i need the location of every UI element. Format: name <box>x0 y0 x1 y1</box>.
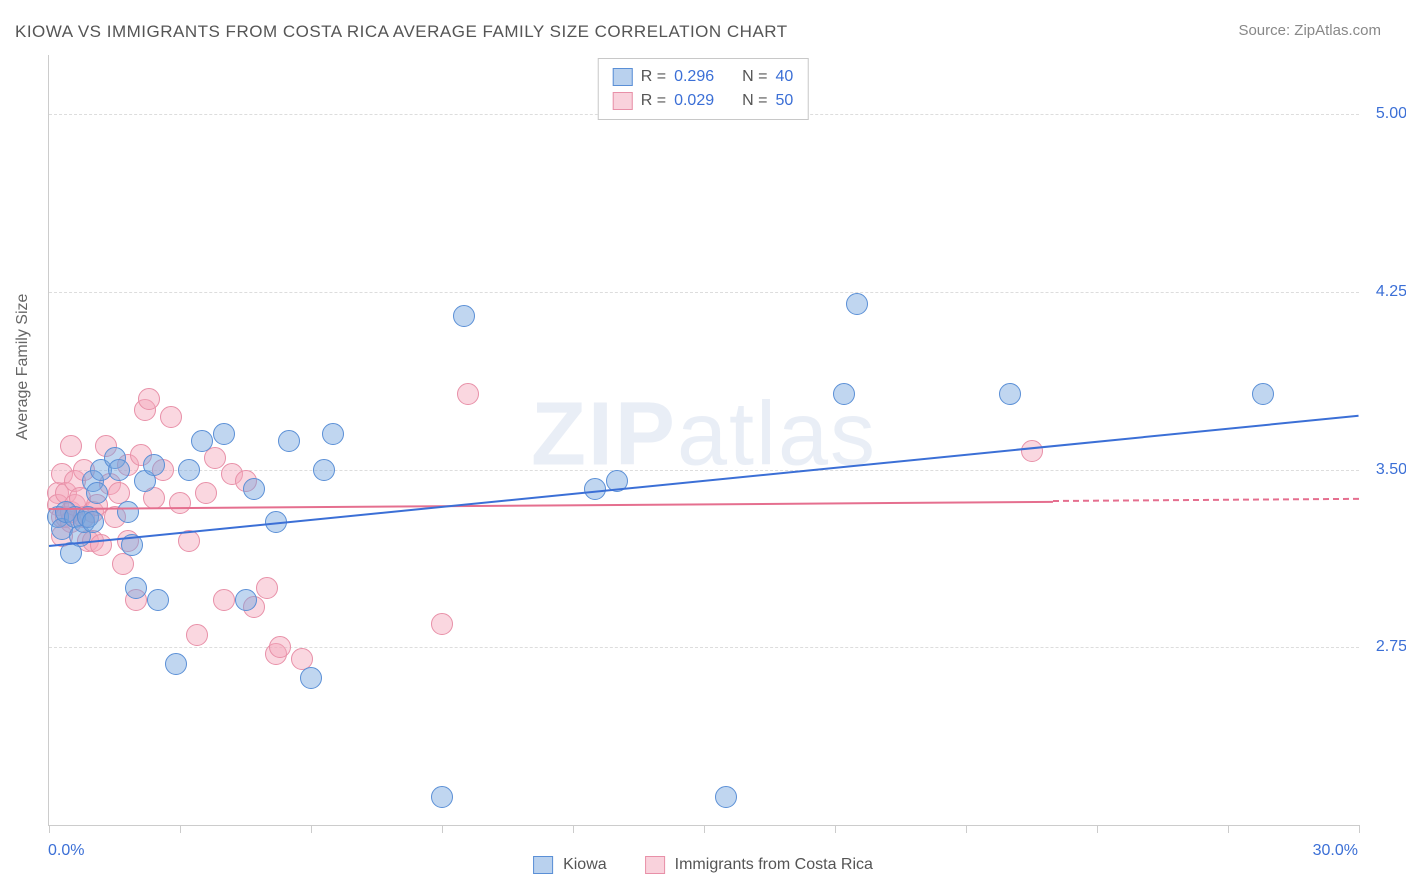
legend-label: Immigrants from Costa Rica <box>675 856 873 874</box>
scatter-plot-area: ZIPatlas 2.753.504.255.00 <box>48 55 1359 826</box>
data-point <box>278 430 300 452</box>
data-point <box>138 388 160 410</box>
data-point <box>256 577 278 599</box>
trend-line-pink-extrapolated <box>1053 498 1359 502</box>
data-point <box>191 430 213 452</box>
x-tick <box>311 825 312 833</box>
gridline <box>49 292 1359 293</box>
data-point <box>213 423 235 445</box>
swatch-blue <box>613 68 633 86</box>
x-tick <box>180 825 181 833</box>
data-point <box>82 511 104 533</box>
x-tick <box>573 825 574 833</box>
r-value: 0.029 <box>674 89 714 113</box>
data-point <box>169 492 191 514</box>
x-tick <box>1228 825 1229 833</box>
data-point <box>195 482 217 504</box>
source-attribution: Source: ZipAtlas.com <box>1238 22 1381 39</box>
data-point <box>431 613 453 635</box>
x-axis-max-label: 30.0% <box>1313 842 1358 860</box>
data-point <box>112 553 134 575</box>
y-tick-label: 5.00 <box>1376 105 1406 123</box>
data-point <box>108 459 130 481</box>
n-label: N = <box>742 65 767 89</box>
data-point <box>322 423 344 445</box>
x-tick <box>49 825 50 833</box>
x-tick <box>1097 825 1098 833</box>
series-legend: Kiowa Immigrants from Costa Rica <box>533 856 873 874</box>
x-tick <box>704 825 705 833</box>
stats-row: R = 0.296 N = 40 <box>613 65 794 89</box>
x-axis-min-label: 0.0% <box>48 842 84 860</box>
data-point <box>584 478 606 500</box>
data-point <box>143 454 165 476</box>
data-point <box>235 589 257 611</box>
y-tick-label: 4.25 <box>1376 283 1406 301</box>
r-value: 0.296 <box>674 65 714 89</box>
data-point <box>160 406 182 428</box>
data-point <box>86 482 108 504</box>
data-point <box>269 636 291 658</box>
r-label: R = <box>641 65 666 89</box>
x-tick <box>442 825 443 833</box>
stats-legend: R = 0.296 N = 40 R = 0.029 N = 50 <box>598 58 809 120</box>
data-point <box>213 589 235 611</box>
x-tick <box>966 825 967 833</box>
data-point <box>999 383 1021 405</box>
data-point <box>60 435 82 457</box>
data-point <box>147 589 169 611</box>
r-label: R = <box>641 89 666 113</box>
data-point <box>90 534 112 556</box>
data-point <box>1252 383 1274 405</box>
stats-row: R = 0.029 N = 50 <box>613 89 794 113</box>
data-point <box>165 653 187 675</box>
y-tick-label: 2.75 <box>1376 638 1406 656</box>
data-point <box>243 478 265 500</box>
data-point <box>186 624 208 646</box>
chart-title: KIOWA VS IMMIGRANTS FROM COSTA RICA AVER… <box>15 22 788 42</box>
data-point <box>178 459 200 481</box>
data-point <box>117 501 139 523</box>
data-point <box>846 293 868 315</box>
x-tick <box>835 825 836 833</box>
data-point <box>453 305 475 327</box>
data-point <box>313 459 335 481</box>
data-point <box>1021 440 1043 462</box>
gridline <box>49 647 1359 648</box>
n-value: 40 <box>775 65 793 89</box>
swatch-blue <box>533 856 553 874</box>
y-tick-label: 3.50 <box>1376 461 1406 479</box>
swatch-pink <box>645 856 665 874</box>
y-axis-label: Average Family Size <box>14 294 32 440</box>
watermark: ZIPatlas <box>531 383 877 486</box>
data-point <box>457 383 479 405</box>
n-label: N = <box>742 89 767 113</box>
data-point <box>431 786 453 808</box>
data-point <box>125 577 147 599</box>
data-point <box>300 667 322 689</box>
x-tick <box>1359 825 1360 833</box>
swatch-pink <box>613 92 633 110</box>
data-point <box>833 383 855 405</box>
n-value: 50 <box>775 89 793 113</box>
legend-label: Kiowa <box>563 856 607 874</box>
data-point <box>715 786 737 808</box>
